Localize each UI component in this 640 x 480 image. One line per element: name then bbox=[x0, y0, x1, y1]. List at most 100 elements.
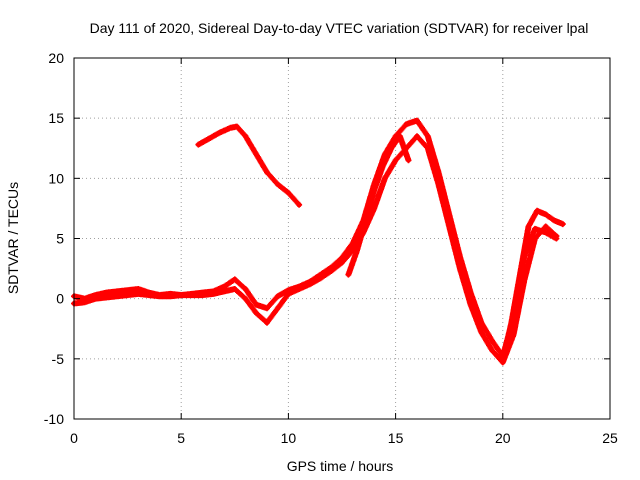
data-point bbox=[221, 288, 227, 294]
data-point bbox=[468, 302, 474, 308]
data-point bbox=[534, 208, 540, 214]
data-point bbox=[318, 275, 324, 281]
data-point bbox=[560, 221, 566, 227]
data-point bbox=[253, 310, 259, 316]
data-point bbox=[543, 223, 549, 229]
data-point bbox=[425, 133, 431, 139]
y-axis-title: SDTVAR / TECUs bbox=[5, 182, 21, 294]
data-point bbox=[371, 187, 377, 193]
data-point bbox=[195, 142, 201, 148]
data-point bbox=[253, 151, 259, 157]
data-point bbox=[103, 290, 109, 296]
data-point bbox=[553, 233, 559, 239]
x-tick-label: 25 bbox=[602, 430, 618, 446]
data-point bbox=[234, 124, 240, 130]
data-point bbox=[371, 205, 377, 211]
data-point bbox=[414, 133, 420, 139]
data-point bbox=[551, 217, 557, 223]
data-point bbox=[446, 223, 452, 229]
y-tick-label: 5 bbox=[56, 231, 64, 247]
data-point bbox=[543, 211, 549, 217]
data-point bbox=[275, 305, 281, 311]
data-point bbox=[232, 276, 238, 282]
data-point bbox=[380, 163, 386, 169]
axes: 0 5 10 15 20 25 -10 -5 0 5 10 15 20 bbox=[44, 50, 618, 446]
data-point bbox=[388, 145, 394, 151]
data-point bbox=[103, 294, 109, 300]
data-point bbox=[478, 329, 484, 335]
grid-lines bbox=[74, 58, 610, 419]
data-point bbox=[221, 284, 227, 290]
data-point bbox=[125, 292, 131, 298]
data-point bbox=[393, 157, 399, 163]
data-point bbox=[200, 292, 206, 298]
series-track-b bbox=[71, 133, 560, 366]
data-point bbox=[405, 157, 411, 163]
data-point bbox=[275, 181, 281, 187]
data-point bbox=[228, 125, 234, 131]
y-tick-label: 10 bbox=[48, 170, 64, 186]
data-point bbox=[125, 287, 131, 293]
data-point bbox=[114, 293, 120, 299]
data-point bbox=[457, 266, 463, 272]
x-tick-label: 5 bbox=[177, 430, 185, 446]
y-tick-label: 0 bbox=[56, 291, 64, 307]
data-point bbox=[217, 130, 223, 136]
data-point bbox=[264, 305, 270, 311]
data-point bbox=[135, 291, 141, 297]
x-tick-label: 15 bbox=[388, 430, 404, 446]
series-track-c bbox=[195, 123, 303, 208]
data-point bbox=[82, 299, 88, 305]
data-point bbox=[354, 248, 360, 254]
data-point bbox=[157, 293, 163, 299]
data-point bbox=[275, 293, 281, 299]
data-point bbox=[521, 278, 527, 284]
data-point bbox=[517, 272, 523, 278]
y-tick-label: 15 bbox=[48, 110, 64, 126]
data-point bbox=[189, 292, 195, 298]
data-point bbox=[397, 133, 403, 139]
data-point bbox=[328, 268, 334, 274]
x-tick-label: 10 bbox=[281, 430, 297, 446]
plot-frame bbox=[73, 57, 611, 420]
data-point bbox=[511, 332, 517, 338]
data-point bbox=[339, 260, 345, 266]
y-tick-label: -5 bbox=[52, 351, 65, 367]
data-point bbox=[210, 291, 216, 297]
x-tick-label: 20 bbox=[495, 430, 511, 446]
y-tick-label: 20 bbox=[48, 50, 64, 66]
data-point bbox=[243, 133, 249, 139]
data-point bbox=[526, 223, 532, 229]
data-point bbox=[243, 296, 249, 302]
data-point bbox=[532, 236, 538, 241]
data-point bbox=[500, 358, 506, 364]
data-point bbox=[178, 292, 184, 298]
data-point bbox=[206, 136, 212, 142]
data-point bbox=[264, 169, 270, 175]
data-point bbox=[232, 286, 238, 292]
data-point bbox=[489, 338, 495, 344]
data-point bbox=[285, 190, 291, 196]
data-points bbox=[71, 117, 566, 366]
data-point bbox=[167, 293, 173, 299]
data-point bbox=[135, 286, 141, 292]
data-point bbox=[489, 347, 495, 353]
x-axis-title: GPS time / hours bbox=[287, 458, 394, 474]
data-point bbox=[307, 281, 313, 287]
data-point bbox=[114, 288, 120, 294]
chart-title: Day 111 of 2020, Sidereal Day-to-day VTE… bbox=[90, 20, 589, 36]
data-point bbox=[425, 145, 431, 151]
data-point bbox=[296, 286, 302, 292]
series-track-e bbox=[499, 207, 566, 365]
data-point bbox=[345, 272, 351, 278]
x-tick-label: 0 bbox=[70, 430, 78, 446]
data-point bbox=[382, 175, 388, 181]
data-point bbox=[243, 286, 249, 292]
series-track-d bbox=[345, 133, 412, 278]
data-point bbox=[508, 320, 514, 326]
data-point bbox=[285, 291, 291, 297]
data-point bbox=[363, 217, 369, 223]
data-point bbox=[146, 292, 152, 298]
data-point bbox=[92, 296, 98, 302]
data-point bbox=[414, 118, 420, 124]
